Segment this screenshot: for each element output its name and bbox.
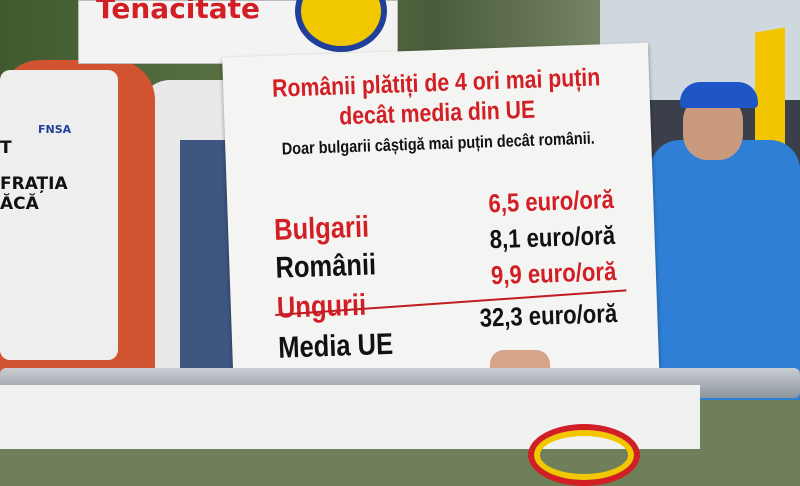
vest-logo: FNSA (38, 123, 72, 136)
vest-text-1: T (0, 138, 12, 158)
row-value-bulgaria: 6,5 euro/oră (487, 183, 614, 219)
sign-subtitle: Doar bulgarii câștigă mai puțin decât ro… (281, 128, 596, 159)
vest-text-2: FRAȚIA (0, 174, 68, 194)
row-label-romania: Românii (274, 248, 377, 285)
row-value-eu-average: 32,3 euro/oră (479, 297, 618, 333)
top-sign-text: Tenacitate (96, 0, 261, 25)
vest-text-3: ĂCĂ (0, 194, 39, 214)
protester-blue-vest (650, 140, 800, 400)
row-label-eu-average: Media UE (277, 327, 394, 365)
row-value-romania: 8,1 euro/oră (488, 219, 616, 255)
row-label-hungary: Ungurii (276, 288, 367, 325)
protest-sign: Românii plătiți de 4 ori mai puțin decât… (222, 42, 660, 403)
sign-headline: Românii plătiți de 4 ori mai puțin decât… (255, 62, 619, 135)
row-value-hungary: 9,9 euro/oră (490, 255, 617, 291)
banner-logo (528, 424, 640, 486)
blue-cap (680, 82, 758, 108)
flag (755, 27, 785, 153)
row-label-bulgaria: Bulgarii (273, 210, 370, 247)
vest-left: FNSA T FRAȚIA ĂCĂ (0, 70, 118, 360)
